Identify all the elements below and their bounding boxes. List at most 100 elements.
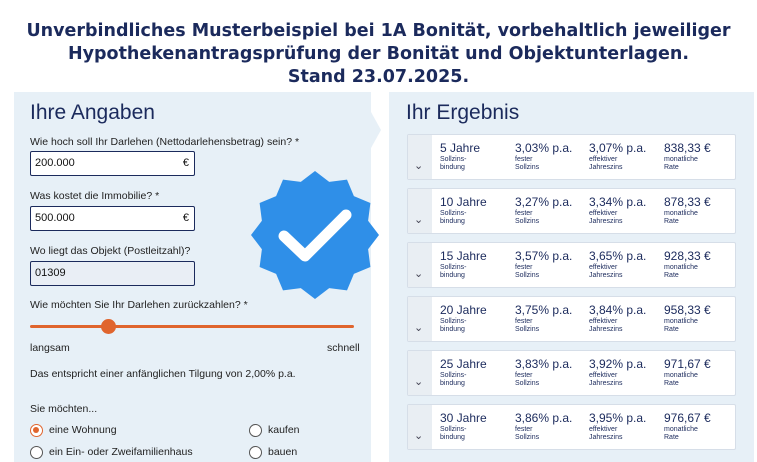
row-toggle[interactable]: ⌄ <box>408 297 432 341</box>
row-rate-sub: monatliche Rate <box>664 210 698 225</box>
repay-slider-track[interactable] <box>30 325 354 328</box>
tilgung-info: Das entspricht einer anfänglichen Tilgun… <box>30 368 296 380</box>
row-term: 25 Jahre <box>440 357 487 371</box>
slider-max-label: schnell <box>327 342 360 354</box>
row-rate-sub: monatliche Rate <box>664 156 698 171</box>
radio-kaufen[interactable] <box>249 424 262 437</box>
row-effektiv-sub: effektiver Jahreszins <box>589 372 623 387</box>
radio-kaufen-label: kaufen <box>268 424 300 436</box>
row-effektiv-sub: effektiver Jahreszins <box>589 426 623 441</box>
row-term-sub: Sollzins-bindung <box>440 264 467 279</box>
want-question: Sie möchten... <box>30 403 98 415</box>
chevron-down-icon: ⌄ <box>414 430 424 442</box>
row-term: 15 Jahre <box>440 249 487 263</box>
panel-divider-arrow <box>371 92 389 462</box>
repay-question: Wie möchten Sie Ihr Darlehen zurückzahle… <box>30 299 248 311</box>
row-term-sub: Sollzins-bindung <box>440 426 467 441</box>
row-effektiv: 3,07% p.a. <box>589 141 647 155</box>
row-rate: 838,33 € <box>664 141 711 155</box>
row-sollzins-sub: fester Sollzins <box>515 372 540 387</box>
input-title: Ihre Angaben <box>30 101 155 124</box>
euro-sign: € <box>182 212 189 224</box>
row-sollzins-sub: fester Sollzins <box>515 210 540 225</box>
zip-value: 01309 <box>35 267 66 279</box>
row-toggle[interactable]: ⌄ <box>408 405 432 449</box>
radio-haus-label: ein Ein- oder Zweifamilienhaus <box>49 446 193 458</box>
row-rate: 971,67 € <box>664 357 711 371</box>
row-toggle[interactable]: ⌄ <box>408 135 432 179</box>
row-sollzins: 3,57% p.a. <box>515 249 573 263</box>
disclaimer-line-3: Stand 23.07.2025. <box>287 67 470 87</box>
row-rate-sub: monatliche Rate <box>664 264 698 279</box>
row-effektiv: 3,84% p.a. <box>589 303 647 317</box>
row-sollzins: 3,75% p.a. <box>515 303 573 317</box>
row-effektiv-sub: effektiver Jahreszins <box>589 318 623 333</box>
row-effektiv: 3,34% p.a. <box>589 195 647 209</box>
chevron-down-icon: ⌄ <box>414 160 424 172</box>
result-row[interactable]: ⌄ 30 Jahre Sollzins-bindung 3,86% p.a. feste… <box>407 404 736 450</box>
radio-bauen[interactable] <box>249 446 262 459</box>
row-sollzins-sub: fester Sollzins <box>515 156 540 171</box>
zip-question: Wo liegt das Objekt (Postleitzahl)? <box>30 245 191 257</box>
chevron-down-icon: ⌄ <box>414 376 424 388</box>
zip-input[interactable]: 01309 <box>30 261 195 286</box>
price-question: Was kostet die Immobilie? * <box>30 190 160 202</box>
row-rate: 976,67 € <box>664 411 711 425</box>
row-effektiv: 3,95% p.a. <box>589 411 647 425</box>
row-rate: 878,33 € <box>664 195 711 209</box>
chevron-down-icon: ⌄ <box>414 214 424 226</box>
row-term: 5 Jahre <box>440 141 481 155</box>
result-row[interactable]: ⌄ 15 Jahre Sollzins-bindung 3,57% p.a. feste… <box>407 242 736 288</box>
slider-min-label: langsam <box>30 342 70 354</box>
result-row[interactable]: ⌄ 10 Jahre Sollzins-bindung 3,27% p.a. feste… <box>407 188 736 234</box>
row-sollzins: 3,03% p.a. <box>515 141 573 155</box>
row-effektiv-sub: effektiver Jahreszins <box>589 264 623 279</box>
result-title: Ihr Ergebnis <box>406 101 520 124</box>
row-toggle[interactable]: ⌄ <box>408 351 432 395</box>
disclaimer-line-1: Unverbindliches Musterbeispiel bei 1A Bo… <box>26 21 731 41</box>
radio-haus[interactable] <box>30 446 43 459</box>
row-sollzins: 3,27% p.a. <box>515 195 573 209</box>
row-effektiv: 3,65% p.a. <box>589 249 647 263</box>
row-term-sub: Sollzins-bindung <box>440 372 467 387</box>
repay-slider-handle[interactable] <box>100 319 116 334</box>
row-sollzins: 3,83% p.a. <box>515 357 573 371</box>
row-rate: 928,33 € <box>664 249 711 263</box>
row-rate-sub: monatliche Rate <box>664 426 698 441</box>
radio-wohnung-label: eine Wohnung <box>49 424 117 436</box>
property-price-value: 500.000 <box>35 212 75 224</box>
row-rate-sub: monatliche Rate <box>664 372 698 387</box>
radio-bauen-label: bauen <box>268 446 298 458</box>
euro-sign: € <box>182 157 189 169</box>
row-effektiv: 3,92% p.a. <box>589 357 647 371</box>
row-sollzins-sub: fester Sollzins <box>515 264 540 279</box>
row-term-sub: Sollzins-bindung <box>440 210 467 225</box>
result-row[interactable]: ⌄ 20 Jahre Sollzins-bindung 3,75% p.a. feste… <box>407 296 736 342</box>
row-term-sub: Sollzins-bindung <box>440 318 467 333</box>
row-term-sub: Sollzins-bindung <box>440 156 467 171</box>
result-row[interactable]: ⌄ 5 Jahre Sollzins-bindung 3,03% p.a. fester… <box>407 134 736 180</box>
verified-check-badge-icon <box>251 171 379 299</box>
loan-question: Wie hoch soll Ihr Darlehen (Nettodarlehe… <box>30 136 300 148</box>
row-rate: 958,33 € <box>664 303 711 317</box>
row-term: 20 Jahre <box>440 303 487 317</box>
row-term: 30 Jahre <box>440 411 487 425</box>
row-toggle[interactable]: ⌄ <box>408 243 432 287</box>
radio-wohnung[interactable] <box>30 424 43 437</box>
row-effektiv-sub: effektiver Jahreszins <box>589 156 623 171</box>
property-price-input[interactable]: 500.000 € <box>30 206 195 231</box>
row-sollzins-sub: fester Sollzins <box>515 426 540 441</box>
chevron-down-icon: ⌄ <box>414 268 424 280</box>
loan-amount-value: 200.000 <box>35 157 75 169</box>
row-toggle[interactable]: ⌄ <box>408 189 432 233</box>
chevron-down-icon: ⌄ <box>414 322 424 334</box>
row-sollzins-sub: fester Sollzins <box>515 318 540 333</box>
row-term: 10 Jahre <box>440 195 487 209</box>
disclaimer-line-2: Hypothekenantragsprüfung der Bonität und… <box>67 44 690 64</box>
row-sollzins: 3,86% p.a. <box>515 411 573 425</box>
disclaimer-header: Unverbindliches Musterbeispiel bei 1A Bo… <box>0 0 757 92</box>
loan-amount-input[interactable]: 200.000 € <box>30 151 195 176</box>
result-row[interactable]: ⌄ 25 Jahre Sollzins-bindung 3,83% p.a. feste… <box>407 350 736 396</box>
row-effektiv-sub: effektiver Jahreszins <box>589 210 623 225</box>
row-rate-sub: monatliche Rate <box>664 318 698 333</box>
